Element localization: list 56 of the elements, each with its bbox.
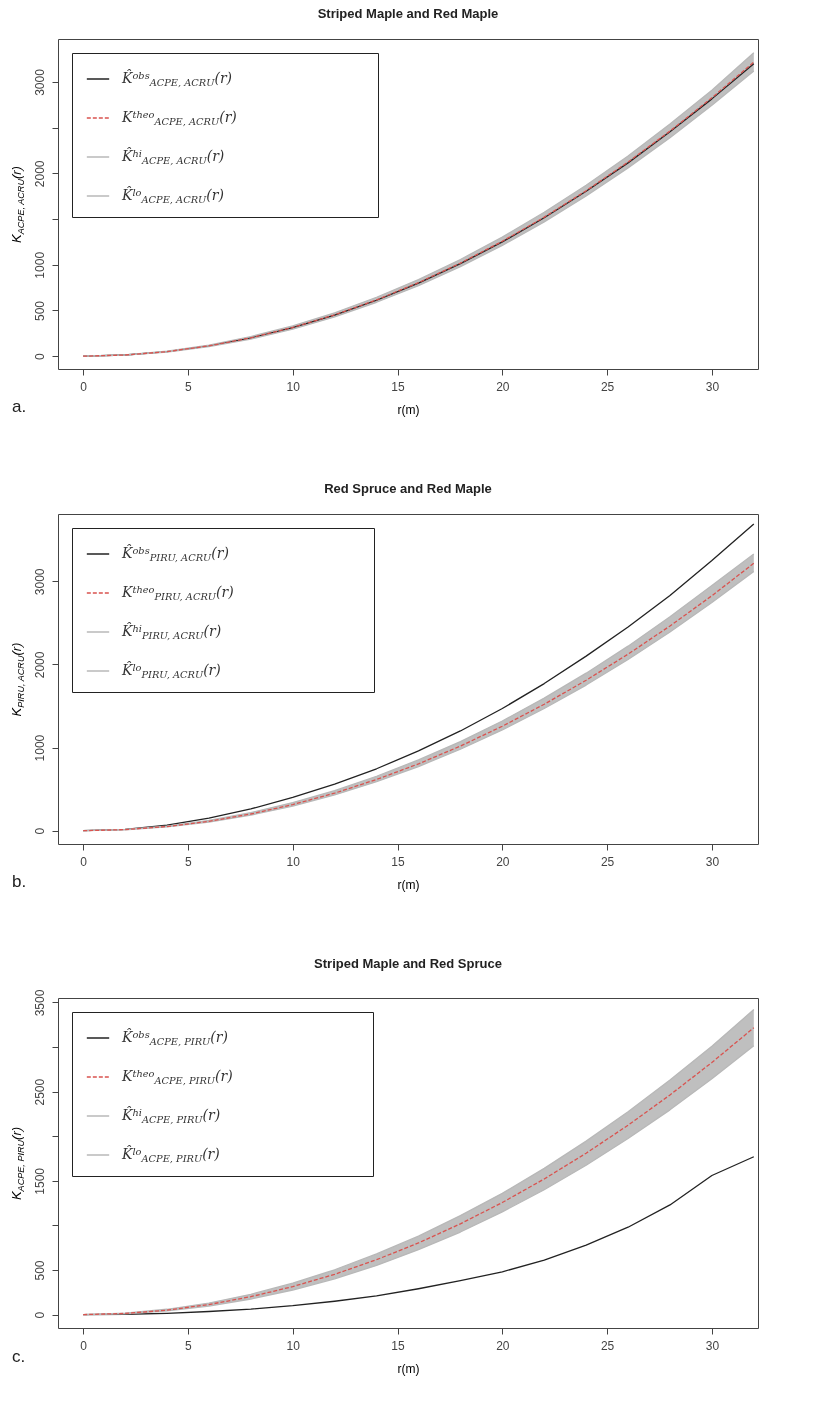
legend-label: K̂$^{obs}$$_{PIRU, ACRU}$(r) [121, 544, 229, 563]
x-tick-label: 10 [286, 1338, 301, 1353]
x-tick-label: 25 [600, 1338, 615, 1353]
y-tick-label: 0 [32, 827, 47, 835]
x-tick-label: 20 [496, 379, 510, 394]
legend-label: K̂$^{lo}$$_{PIRU, ACRU}$(r) [121, 661, 221, 680]
chart-title: Striped Maple and Red Maple [317, 6, 499, 21]
x-tick-label: 30 [705, 1338, 720, 1353]
legend-label: K$^{theo}$$_{ACPE, PIRU}$(r) [121, 1067, 233, 1086]
y-tick-label: 1000 [32, 734, 47, 762]
x-tick-label: 10 [286, 854, 301, 869]
x-tick-label: 20 [496, 854, 510, 869]
x-axis-title: r(m) [397, 877, 420, 892]
y-tick-label: 2000 [32, 160, 47, 188]
chart-title: Red Spruce and Red Maple [324, 481, 492, 496]
x-tick-label: 15 [391, 854, 406, 869]
y-tick-label: 0 [32, 353, 47, 361]
y-tick-label: 2500 [32, 1078, 47, 1106]
legend-label: K̂$^{hi}$$_{ACPE, ACRU}$(r) [121, 147, 225, 166]
y-tick-label: 1000 [32, 251, 47, 279]
legend-label: K$^{theo}$$_{ACPE, ACRU}$(r) [121, 108, 237, 127]
legend-label: K̂$^{hi}$$_{PIRU, ACRU}$(r) [121, 622, 222, 641]
x-tick-label: 0 [80, 1338, 88, 1353]
y-tick-label: 1500 [32, 1167, 47, 1195]
chart-title: Striped Maple and Red Spruce [314, 956, 502, 972]
text: a. [12, 397, 27, 417]
x-tick-label: 30 [705, 379, 720, 394]
text: b. [12, 872, 27, 892]
x-axis-title: r(m) [397, 402, 420, 417]
x-tick-label: 0 [80, 854, 88, 869]
legend-label: K̂$^{obs}$$_{ACPE, ACRU}$(r) [121, 69, 233, 88]
y-tick-label: 500 [32, 1260, 47, 1281]
x-tick-label: 5 [185, 379, 193, 394]
x-tick-label: 15 [391, 379, 406, 394]
y-tick-label: 3500 [32, 989, 47, 1017]
legend-label: K̂$^{lo}$$_{ACPE, ACRU}$(r) [121, 186, 224, 205]
x-tick-label: 0 [80, 379, 88, 394]
x-tick-label: 20 [496, 1338, 510, 1353]
text: c. [12, 1347, 26, 1367]
x-axis-title: r(m) [397, 1361, 420, 1376]
y-tick-label: 3000 [32, 68, 47, 96]
legend-label: K$^{theo}$$_{PIRU, ACRU}$(r) [121, 583, 234, 602]
x-tick-label: 10 [286, 379, 301, 394]
y-tick-label: 0 [32, 1311, 47, 1319]
y-tick-label: 3000 [32, 568, 47, 596]
legend-label: K̂$^{hi}$$_{ACPE, PIRU}$(r) [121, 1106, 221, 1125]
x-tick-label: 15 [391, 1338, 406, 1353]
x-tick-label: 25 [600, 379, 615, 394]
x-tick-label: 30 [705, 854, 720, 869]
x-tick-label: 5 [185, 1338, 193, 1353]
legend-label: K̂$^{obs}$$_{ACPE, PIRU}$(r) [121, 1028, 228, 1047]
y-tick-label: 2000 [32, 651, 47, 679]
y-tick-label: 500 [32, 300, 47, 322]
x-tick-label: 5 [185, 854, 193, 869]
legend-label: K̂$^{lo}$$_{ACPE, PIRU}$(r) [121, 1145, 220, 1164]
x-tick-label: 25 [600, 854, 615, 869]
